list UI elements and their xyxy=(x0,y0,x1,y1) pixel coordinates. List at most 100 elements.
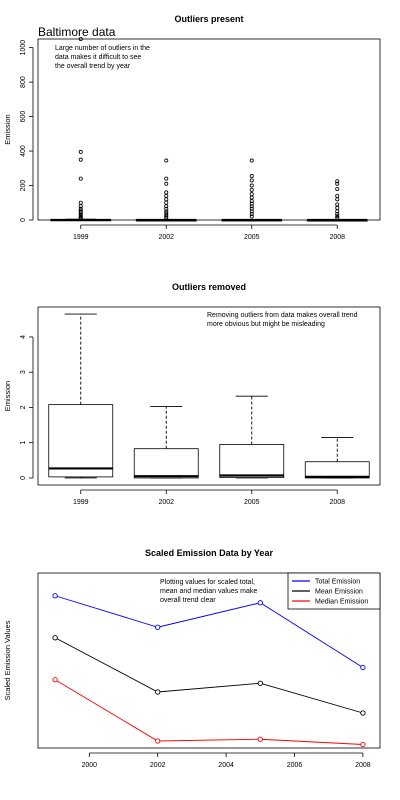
plot-frame xyxy=(37,38,381,221)
y-tick-label: 3 xyxy=(20,370,27,374)
outlier-point xyxy=(249,192,254,197)
series-line xyxy=(54,637,364,714)
outlier-point xyxy=(249,199,254,204)
outlier-point xyxy=(164,193,169,198)
outlier-point xyxy=(249,158,254,163)
y-axis-label: Emission xyxy=(3,114,12,144)
x-tick-label: 2002 xyxy=(150,762,166,769)
y-tick-label: 800 xyxy=(20,76,27,88)
outlier-point xyxy=(164,181,169,186)
chart-annotation: Large number of outliers in the data make… xyxy=(55,45,150,70)
outlier-point xyxy=(164,200,169,205)
chart-annotation: Removing outliers from data makes overal… xyxy=(207,312,358,328)
chart-title: Outliers removed xyxy=(172,282,246,292)
x-tick-label: 2008 xyxy=(329,234,345,241)
series-point xyxy=(360,741,366,748)
y-tick-label: 600 xyxy=(20,111,27,123)
series-point xyxy=(52,635,58,641)
outlier-point xyxy=(249,187,254,192)
outlier-point xyxy=(335,181,340,186)
outlier-point xyxy=(249,183,254,188)
outlier-point xyxy=(78,176,83,181)
outlier-point xyxy=(249,211,254,216)
outlier-point xyxy=(335,215,340,220)
outlier-point xyxy=(335,205,340,210)
outlier-point xyxy=(335,211,340,216)
outlier-point xyxy=(164,215,169,220)
y-tick-label: 4 xyxy=(20,335,27,339)
chart-annotation: Plotting values for scaled total, mean an… xyxy=(160,579,257,604)
outlier-point xyxy=(249,195,254,200)
series-line xyxy=(54,679,363,745)
series-point xyxy=(52,593,58,599)
box-1999 xyxy=(48,313,114,479)
series-point xyxy=(360,710,366,716)
outlier-point xyxy=(78,216,83,221)
box-iqr xyxy=(48,404,114,478)
outlier-point xyxy=(249,178,254,183)
legend-label: Mean Emission xyxy=(315,589,363,596)
x-tick-label: 2008 xyxy=(355,762,371,769)
legend-label: Total Emission xyxy=(315,579,360,586)
y-axis-label: Emission xyxy=(3,381,12,411)
outlier-point xyxy=(78,211,83,216)
y-tick-label: 2 xyxy=(20,405,27,409)
series-mean-emission xyxy=(52,635,366,716)
outlier-point xyxy=(249,214,254,219)
boxplot-outliers-present: Outliers present 0 200 400 600 800 1000 Emissio… xyxy=(3,14,381,241)
y-tick-label: 200 xyxy=(20,180,27,192)
outlier-point xyxy=(249,209,254,214)
plot-frame xyxy=(37,572,381,749)
outlier-point xyxy=(335,202,340,207)
box-2008 xyxy=(306,218,368,222)
y-tick-label: 1000 xyxy=(20,40,27,56)
series-point xyxy=(257,680,263,686)
x-tick-label: 2004 xyxy=(218,762,234,769)
outlier-point xyxy=(78,149,83,154)
outlier-point xyxy=(249,204,254,209)
outlier-point xyxy=(78,37,83,42)
box-2002 xyxy=(133,405,199,479)
outlier-point xyxy=(249,206,254,211)
x-tick-label: 2000 xyxy=(82,762,98,769)
outlier-point xyxy=(249,201,254,206)
outlier-point xyxy=(78,214,83,219)
outlier-point xyxy=(78,157,83,162)
x-tick-label: 2002 xyxy=(158,499,174,506)
series-point xyxy=(360,664,366,671)
x-tick-label: 2005 xyxy=(244,234,260,241)
box-2008 xyxy=(304,436,370,479)
x-tick-label: 2008 xyxy=(329,499,345,506)
series-point xyxy=(52,677,58,683)
series-point xyxy=(155,689,161,695)
outlier-point xyxy=(164,204,169,209)
series-point xyxy=(155,738,161,744)
page-header: Baltimore data xyxy=(38,25,116,39)
series-point xyxy=(257,600,263,606)
plot-frame xyxy=(37,306,381,486)
series-median-emission xyxy=(52,677,366,748)
outlier-point xyxy=(335,186,340,191)
legend-label: Median Emission xyxy=(315,599,368,606)
outlier-point xyxy=(249,174,254,179)
outlier-point xyxy=(78,210,83,215)
outlier-point xyxy=(164,197,169,202)
y-tick-label: 400 xyxy=(20,145,27,157)
legend: Total Emission Mean Emission Median Emissi… xyxy=(287,572,381,610)
boxplot-outliers-removed: Outliers removed 0 1 2 3 4 Emission 1999 2002 200… xyxy=(3,282,381,506)
box-2005 xyxy=(221,218,283,222)
box-2005 xyxy=(219,395,285,479)
outlier-point xyxy=(164,214,169,219)
outlier-point xyxy=(78,204,83,209)
box-iqr xyxy=(219,444,285,478)
chart-title: Scaled Emission Data by Year xyxy=(145,548,273,558)
y-tick-label: 1 xyxy=(20,441,27,445)
box-iqr xyxy=(304,461,370,479)
x-tick-label: 1999 xyxy=(73,234,89,241)
outlier-point xyxy=(164,176,169,181)
outlier-point xyxy=(335,209,340,214)
series-total-emission xyxy=(52,593,366,671)
x-tick-label: 2005 xyxy=(244,499,260,506)
chart-title: Outliers present xyxy=(174,14,243,24)
